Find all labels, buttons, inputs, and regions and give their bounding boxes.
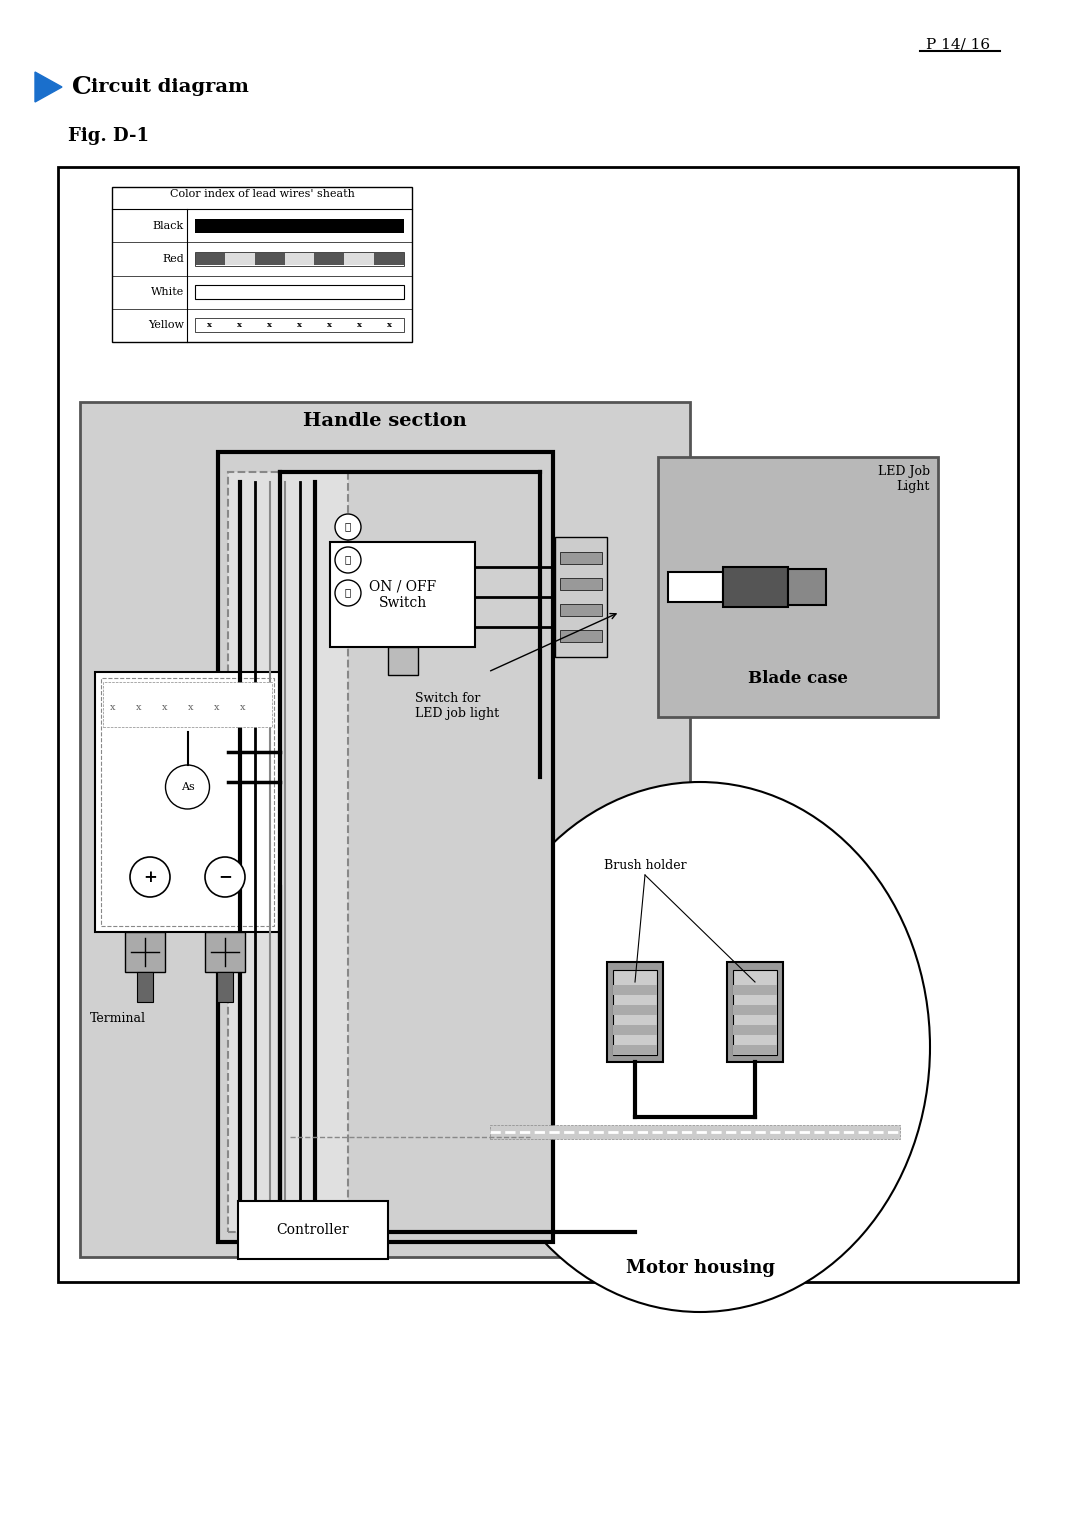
Text: C: C	[72, 75, 92, 99]
Text: Blade case: Blade case	[748, 670, 848, 687]
Text: Handle section: Handle section	[303, 412, 467, 431]
Text: x: x	[327, 321, 332, 330]
Text: ③: ③	[345, 522, 351, 531]
Text: Brush holder: Brush holder	[604, 860, 686, 872]
Text: −: −	[218, 869, 232, 886]
Text: x: x	[238, 321, 242, 330]
Bar	[658, 457, 939, 718]
Bar	[733, 1044, 777, 1055]
Bar	[95, 672, 280, 931]
Bar	[103, 683, 272, 727]
Bar	[555, 538, 607, 657]
Bar	[561, 605, 602, 615]
Text: Motor housing: Motor housing	[625, 1258, 774, 1277]
Circle shape	[130, 857, 170, 896]
Text: x: x	[297, 321, 302, 330]
Text: x: x	[267, 321, 272, 330]
Text: +: +	[143, 869, 157, 886]
Text: P 14/ 16: P 14/ 16	[926, 37, 990, 50]
Bar	[388, 647, 418, 675]
Bar	[195, 252, 404, 266]
Bar	[255, 253, 284, 264]
Bar	[314, 253, 345, 264]
Bar	[788, 570, 826, 605]
Bar	[345, 253, 374, 264]
Text: Red: Red	[162, 253, 184, 264]
Circle shape	[205, 857, 245, 896]
Bar	[490, 1125, 900, 1139]
Text: As: As	[180, 782, 194, 793]
Text: x: x	[110, 702, 116, 712]
Bar	[218, 452, 553, 1241]
Bar	[561, 551, 602, 563]
Bar	[613, 1005, 657, 1015]
Text: ②: ②	[345, 556, 351, 565]
Text: x: x	[214, 702, 219, 712]
Bar	[112, 186, 411, 342]
Bar	[238, 1202, 388, 1258]
Circle shape	[335, 580, 361, 606]
Text: x: x	[387, 321, 392, 330]
Bar	[613, 1025, 657, 1035]
Bar	[669, 573, 723, 602]
Text: Yellow: Yellow	[148, 321, 184, 330]
Bar	[80, 402, 690, 1257]
Bar	[733, 970, 777, 1055]
Bar	[125, 931, 165, 973]
Bar	[374, 253, 404, 264]
Text: White: White	[151, 287, 184, 298]
Bar	[613, 985, 657, 996]
Text: Terminal: Terminal	[90, 1012, 146, 1025]
Bar	[607, 962, 663, 1061]
Bar	[228, 472, 348, 1232]
Text: Black: Black	[152, 220, 184, 231]
Bar	[733, 1005, 777, 1015]
Text: ①: ①	[345, 588, 351, 597]
Bar	[613, 970, 657, 1055]
Bar	[330, 542, 475, 647]
Bar	[561, 631, 602, 641]
Bar	[195, 286, 404, 299]
Circle shape	[335, 547, 361, 573]
Text: Fig. D-1: Fig. D-1	[68, 127, 149, 145]
Text: x: x	[162, 702, 167, 712]
Bar	[733, 1025, 777, 1035]
Bar	[613, 1044, 657, 1055]
Circle shape	[165, 765, 210, 809]
Circle shape	[335, 515, 361, 541]
Polygon shape	[35, 72, 62, 102]
Bar	[102, 678, 274, 925]
Ellipse shape	[470, 782, 930, 1312]
Text: x: x	[188, 702, 193, 712]
Text: ircuit diagram: ircuit diagram	[91, 78, 248, 96]
Bar	[58, 166, 1018, 1283]
Bar	[137, 973, 153, 1002]
Bar	[195, 318, 404, 333]
Bar	[727, 962, 783, 1061]
Text: x: x	[207, 321, 213, 330]
Text: LED Job
Light: LED Job Light	[878, 466, 930, 493]
Bar	[205, 931, 245, 973]
Bar	[217, 973, 233, 1002]
Bar	[561, 579, 602, 589]
Text: x: x	[136, 702, 141, 712]
Bar	[195, 253, 225, 264]
Text: x: x	[356, 321, 362, 330]
Text: Controller: Controller	[276, 1223, 349, 1237]
Text: Switch for
LED job light: Switch for LED job light	[415, 692, 499, 721]
Bar	[284, 253, 314, 264]
Text: Color index of lead wires' sheath: Color index of lead wires' sheath	[170, 189, 354, 199]
Bar	[723, 567, 788, 608]
Bar	[195, 218, 404, 232]
Bar	[225, 253, 255, 264]
Bar	[733, 985, 777, 996]
Text: ON / OFF
Switch: ON / OFF Switch	[369, 579, 436, 609]
Text: x: x	[240, 702, 246, 712]
